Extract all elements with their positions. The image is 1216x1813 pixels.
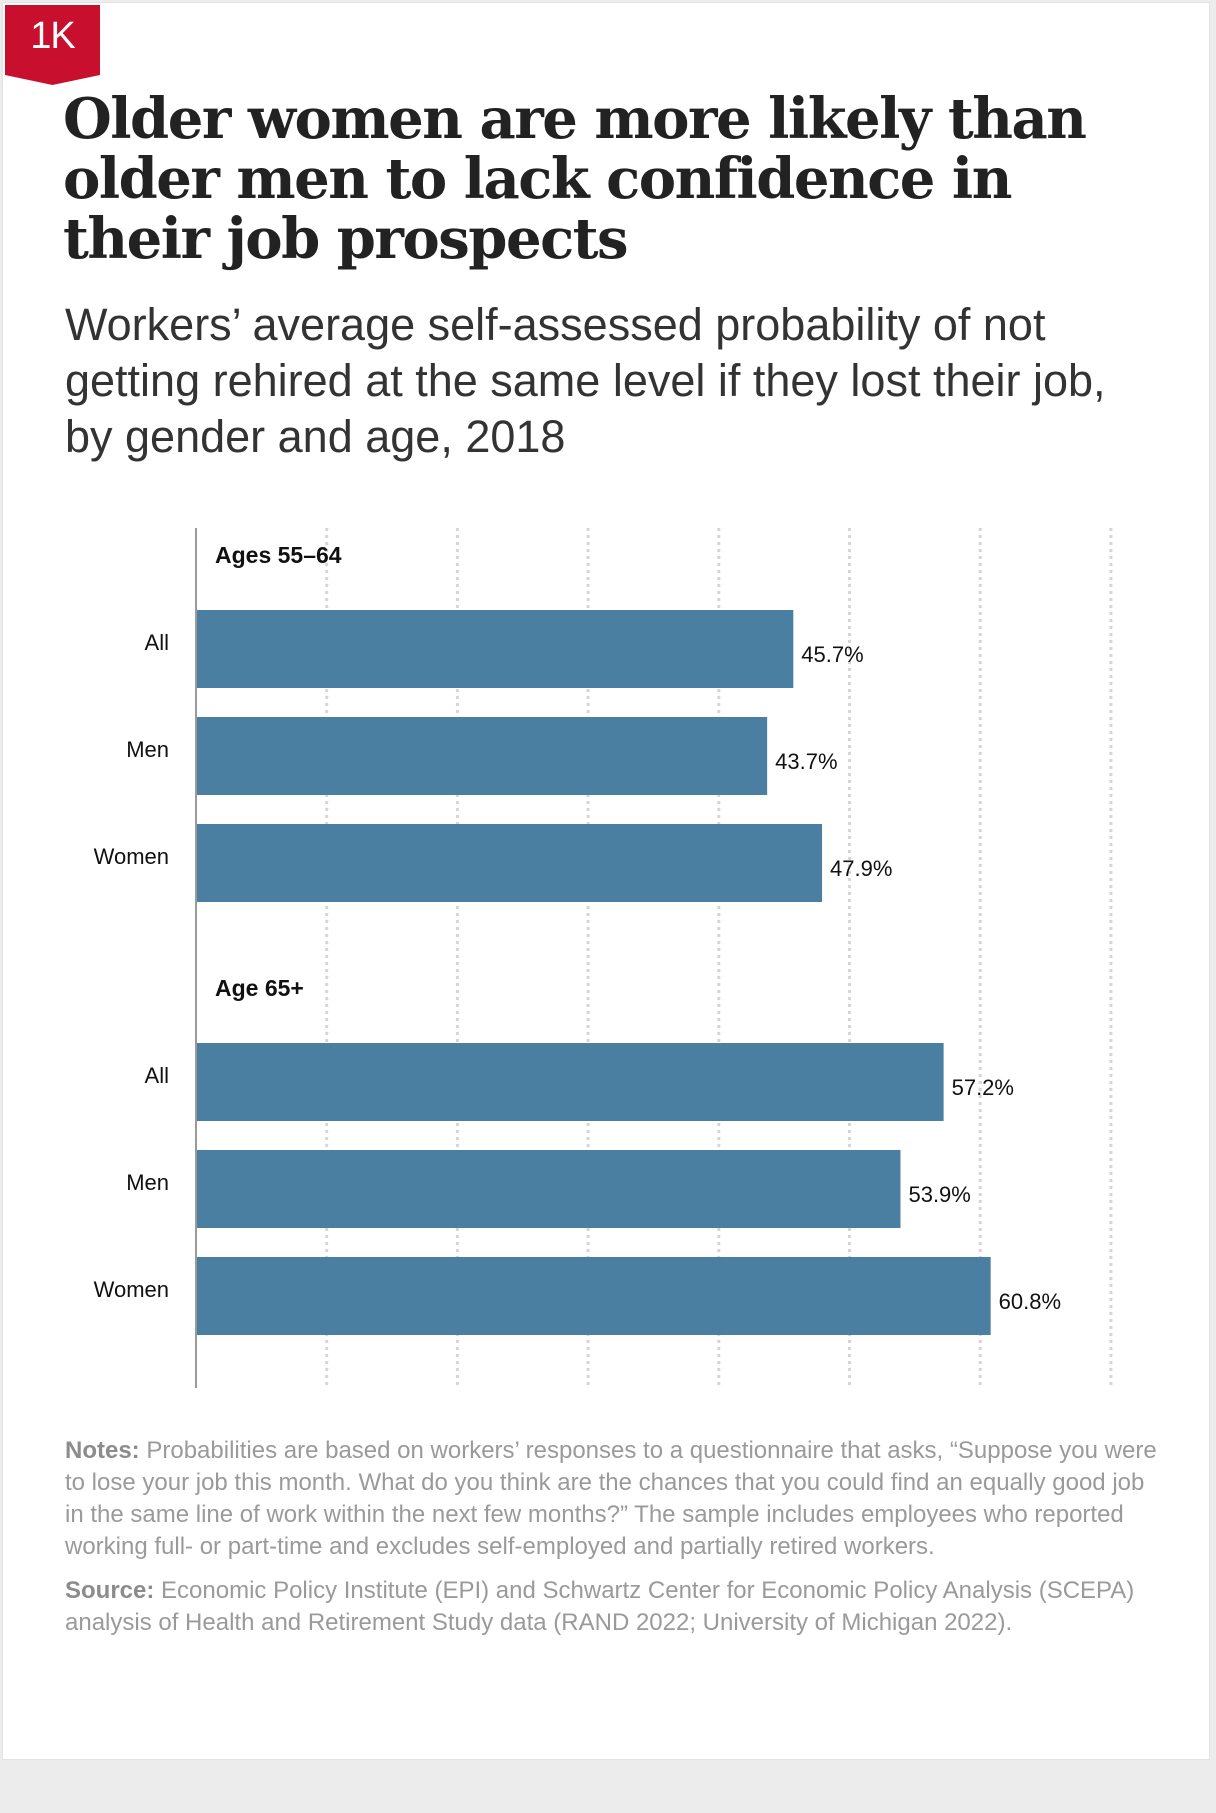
category-label: Women <box>94 1277 169 1302</box>
badge: 1K <box>5 5 100 85</box>
category-label: All <box>145 1063 169 1088</box>
category-label: Men <box>126 737 169 762</box>
data-label: 43.7% <box>775 749 837 774</box>
data-label: 53.9% <box>908 1182 970 1207</box>
bar <box>196 1043 944 1121</box>
data-label: 47.9% <box>830 856 892 881</box>
chart-subtitle: Workers’ average self-assessed probabili… <box>65 299 1106 462</box>
data-label: 57.2% <box>952 1075 1014 1100</box>
data-label: 45.7% <box>801 642 863 667</box>
bar <box>196 610 794 688</box>
bar <box>196 1150 901 1228</box>
bar <box>196 824 823 902</box>
bar <box>196 717 768 795</box>
badge-ribbon-icon <box>5 5 100 85</box>
badge-label: 1K <box>30 15 75 57</box>
chart-card: 1K Older women are more likely than olde… <box>2 2 1210 1760</box>
group-label: Age 65+ <box>215 975 304 1001</box>
notes-label: Notes: <box>65 1437 140 1464</box>
bar <box>196 1257 991 1335</box>
chart-title: Older women are more likely than older m… <box>63 86 1087 272</box>
source-label: Source: <box>65 1577 155 1604</box>
group-label: Ages 55–64 <box>215 542 342 568</box>
category-label: Men <box>126 1170 169 1195</box>
notes: Notes: Probabilities are based on worker… <box>65 1435 1165 1563</box>
notes-text: Probabilities are based on workers’ resp… <box>65 1437 1157 1560</box>
bar-chart: Ages 55–64 All 45.7% Men 43.7% Women 47.9% Age … <box>94 528 1113 1388</box>
data-label: 60.8% <box>999 1289 1061 1314</box>
category-label: All <box>145 630 169 655</box>
source-text: Economic Policy Institute (EPI) and Schw… <box>65 1577 1135 1636</box>
source: Source: Economic Policy Institute (EPI) … <box>65 1575 1165 1639</box>
category-label: Women <box>94 844 169 869</box>
